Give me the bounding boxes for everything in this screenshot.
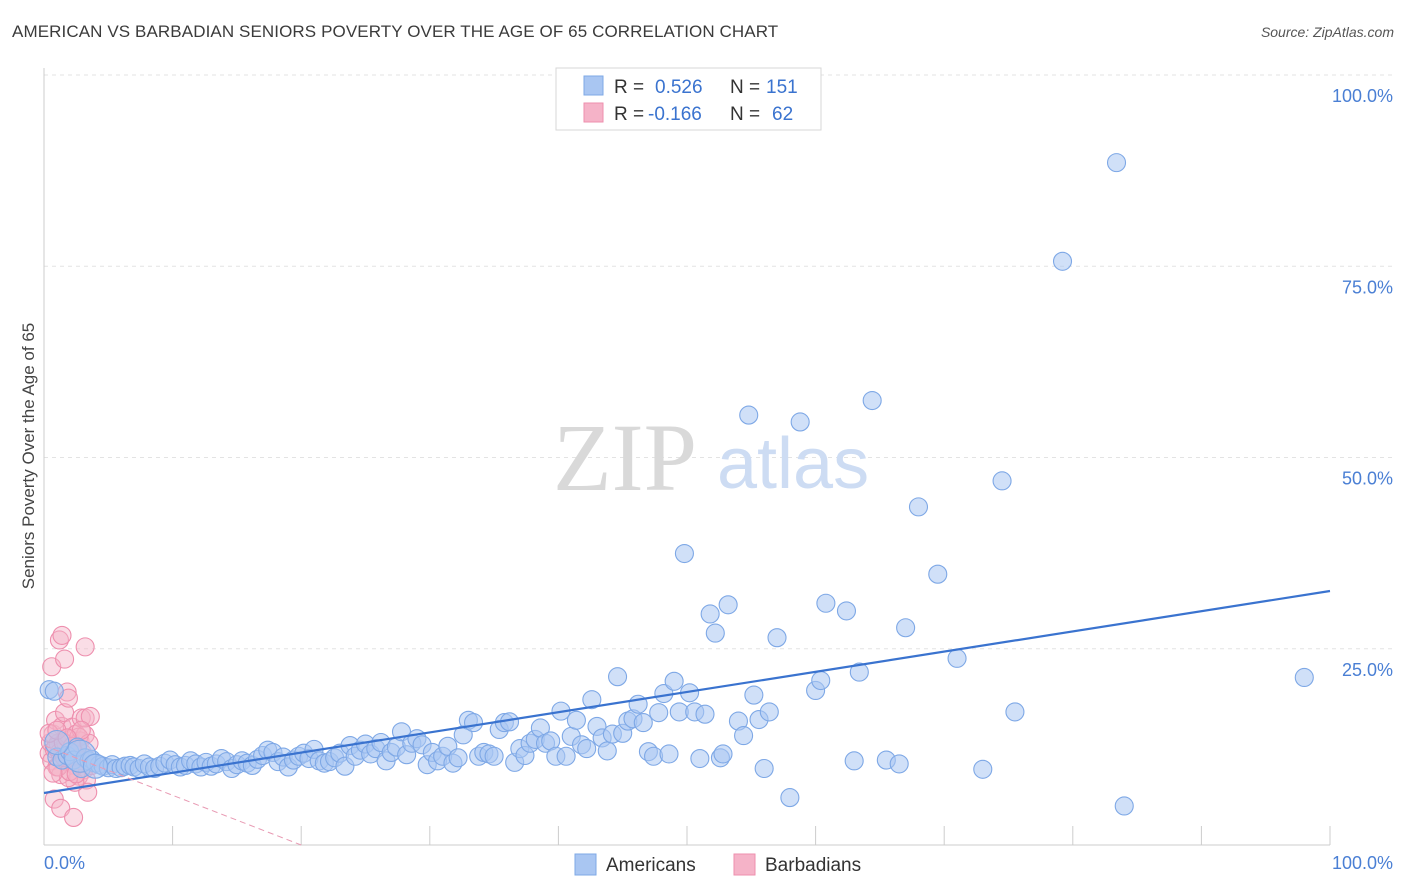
y-tick-label: 75.0% (1342, 277, 1393, 297)
legend: R = 0.526 N = 151 R = -0.166 N = 62 (555, 67, 822, 131)
point-americans (811, 670, 831, 691)
bottom-legend: Americans Barbadians (574, 853, 861, 876)
source-credit: Source: ZipAtlas.com (1260, 24, 1394, 40)
point-americans (992, 471, 1012, 491)
point-barbadians (51, 798, 71, 818)
point-americans (700, 604, 720, 624)
point-americans (908, 497, 929, 517)
legend-r-value-americans: 0.526 (655, 77, 703, 98)
legend-r-value-barbadians: -0.166 (648, 104, 702, 125)
point-barbadians (55, 649, 75, 669)
series-barbadians (39, 625, 102, 828)
bottom-legend-label-barbadians: Barbadians (765, 855, 861, 876)
y-tick-label: 25.0% (1342, 660, 1393, 680)
point-americans (739, 405, 759, 425)
point-americans (1106, 153, 1127, 173)
legend-swatch-barbadians (583, 102, 604, 123)
legend-n-value-americans: 151 (766, 77, 798, 98)
point-barbadians (80, 706, 100, 727)
x-tick-label-min: 0.0% (44, 853, 85, 873)
bottom-legend-swatch-americans (574, 853, 597, 876)
point-americans (713, 744, 733, 764)
point-americans (674, 543, 694, 564)
point-americans (1052, 251, 1073, 271)
legend-n-label-americans: N = (730, 77, 760, 98)
watermark-atlas: atlas (717, 424, 869, 504)
point-americans (844, 751, 864, 771)
point-americans-cluster (82, 753, 108, 779)
point-americans (690, 749, 710, 769)
legend-n-label-barbadians: N = (730, 104, 760, 125)
point-americans (790, 412, 810, 432)
point-barbadians (64, 807, 84, 828)
point-americans (1294, 667, 1314, 688)
y-tick-label: 100.0% (1332, 86, 1393, 106)
point-americans (695, 704, 715, 724)
point-americans (928, 564, 948, 584)
point-americans (659, 744, 679, 764)
point-barbadians (52, 625, 72, 645)
point-americans (448, 748, 468, 768)
point-americans (767, 628, 787, 648)
point-americans (889, 754, 909, 774)
point-americans (44, 681, 64, 701)
legend-r-label-americans: R = (614, 77, 644, 98)
trend-line-barbadians (43, 745, 302, 846)
point-americans (754, 758, 774, 779)
point-americans (849, 662, 869, 682)
chart-title: AMERICAN VS BARBADIAN SENIORS POVERTY OV… (12, 22, 779, 41)
legend-n-value-barbadians: 62 (772, 104, 793, 125)
point-americans (780, 788, 800, 808)
point-americans (484, 746, 504, 766)
point-americans (896, 618, 916, 638)
x-ticks (43, 826, 1331, 845)
point-americans (664, 671, 684, 691)
point-americans (1005, 702, 1025, 722)
point-americans (1114, 796, 1134, 816)
bottom-legend-label-americans: Americans (606, 855, 696, 876)
y-axis-label: Seniors Poverty Over the Age of 65 (19, 323, 38, 589)
y-tick-label: 50.0% (1342, 469, 1393, 489)
point-americans (608, 667, 628, 687)
point-americans (577, 739, 597, 759)
watermark: ZIP atlas (553, 404, 869, 511)
watermark-zip: ZIP (553, 404, 697, 511)
point-americans (973, 759, 993, 779)
point-americans-cluster (44, 729, 70, 756)
point-americans (597, 741, 617, 761)
grid-lines (44, 74, 1393, 650)
trend-line-americans (43, 589, 1331, 795)
point-americans (582, 690, 602, 710)
point-americans (816, 593, 836, 613)
bottom-legend-swatch-barbadians (733, 853, 756, 876)
legend-swatch-americans (583, 75, 604, 96)
point-americans (759, 702, 779, 722)
point-americans (862, 390, 882, 411)
point-americans (734, 726, 754, 746)
point-americans (566, 710, 586, 730)
point-americans (556, 746, 576, 766)
legend-r-label-barbadians: R = (614, 104, 644, 125)
point-americans (836, 601, 857, 621)
point-americans (463, 713, 484, 733)
point-americans (649, 703, 669, 723)
point-americans (718, 595, 738, 615)
point-americans (633, 713, 653, 733)
point-americans (947, 648, 967, 668)
x-tick-label-max: 100.0% (1332, 853, 1393, 873)
point-americans (705, 623, 725, 643)
point-americans (744, 685, 764, 705)
y-tick-labels: 100.0% 75.0% 50.0% 25.0% (1332, 86, 1393, 680)
trend-lines (43, 589, 1331, 846)
point-barbadians (75, 637, 95, 657)
